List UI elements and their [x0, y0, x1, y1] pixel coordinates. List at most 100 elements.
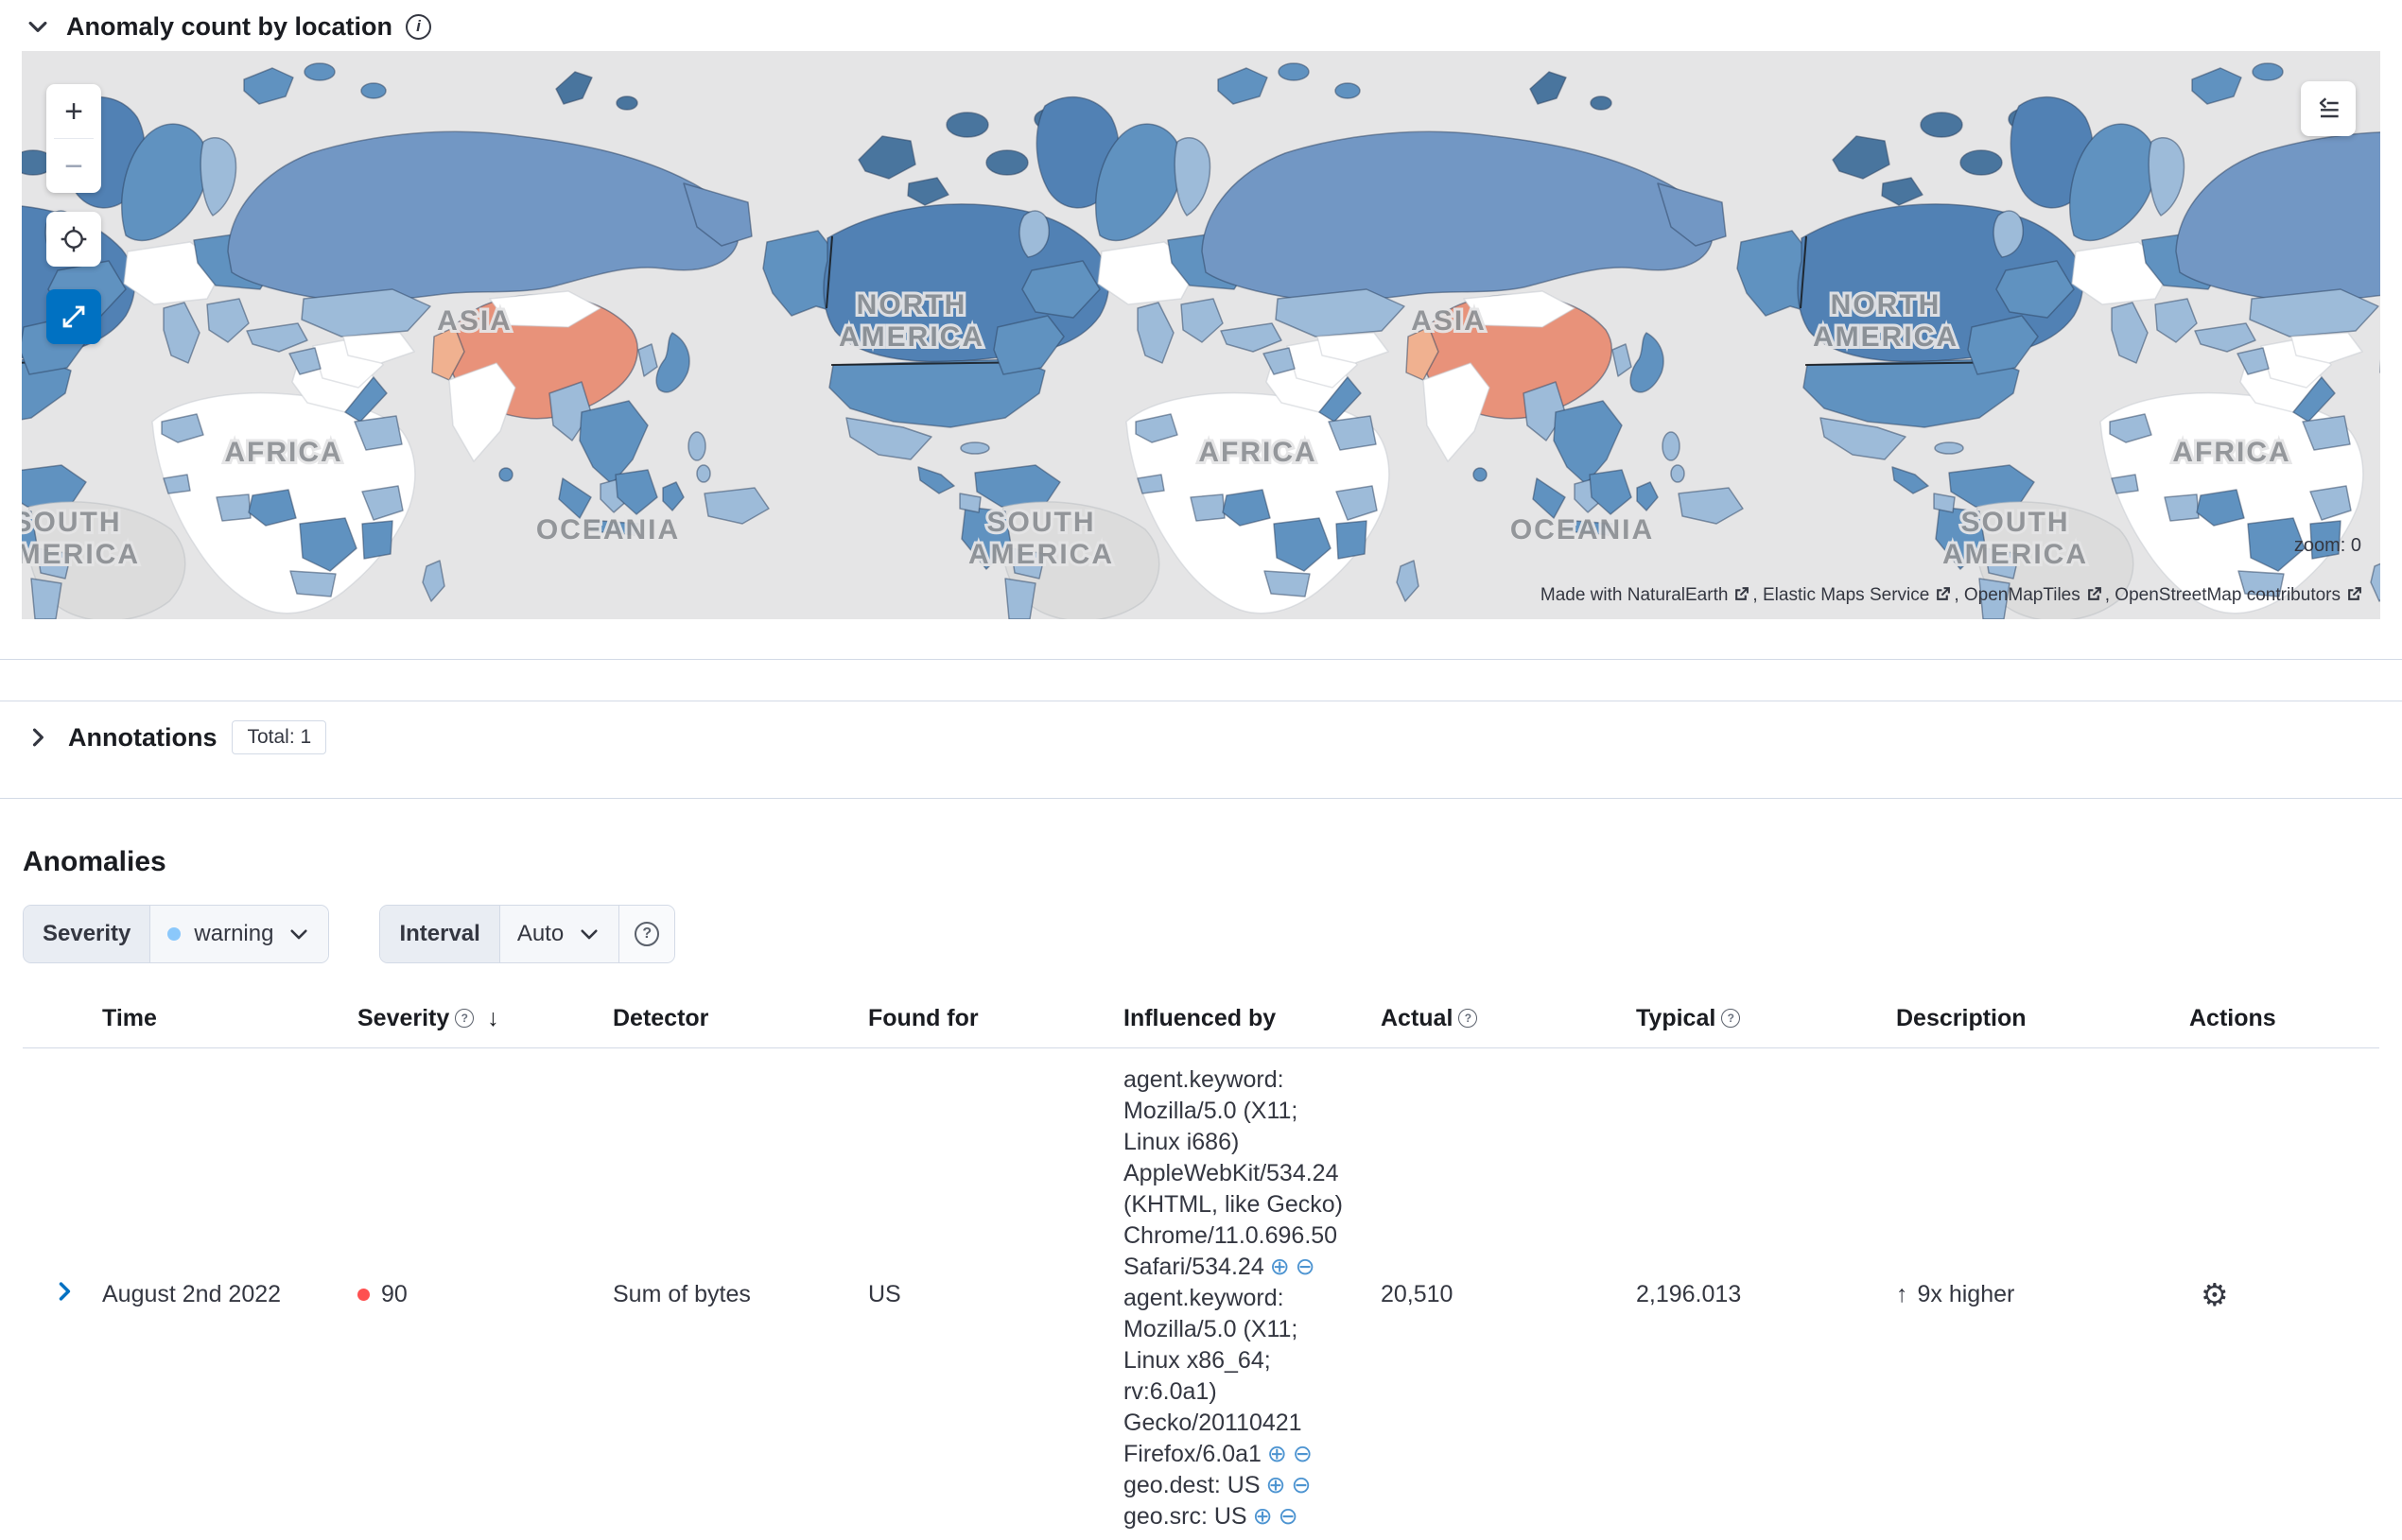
description-text: 9x higher — [1917, 1280, 2015, 1307]
severity-filter-label: Severity — [24, 906, 151, 962]
cell-found-for: US — [868, 1280, 901, 1307]
expand-icon — [62, 305, 85, 328]
annotations-section-header: Annotations Total: 1 — [0, 701, 2402, 771]
external-link-icon — [2348, 587, 2361, 600]
influencer-item: agent.keyword: Mozilla/5.0 (X11; Linux x… — [1123, 1283, 1350, 1470]
question-icon[interactable]: ? — [635, 922, 660, 946]
divider — [0, 659, 2402, 660]
minus-icon: − — [64, 147, 83, 184]
attribution-link[interactable]: , OpenStreetMap contributors — [2105, 585, 2365, 605]
filter-in-icon[interactable]: ⊕ — [1252, 1503, 1273, 1530]
expand-annotations-button[interactable] — [23, 722, 53, 753]
cell-description: ↑ 9x higher — [1881, 1273, 2174, 1316]
cell-actual: 20,510 — [1381, 1280, 1453, 1307]
attribution-link[interactable]: Made with NaturalEarth — [1540, 585, 1753, 605]
chevron-down-icon — [581, 929, 598, 940]
map-zoom-controls: + − — [46, 84, 101, 193]
plus-icon: + — [64, 93, 83, 130]
severity-score: 90 — [381, 1280, 408, 1307]
row-actions-gear-button[interactable]: ⚙ — [2189, 1276, 2229, 1313]
divider — [0, 798, 2402, 799]
world-map[interactable]: ASIA NORTH AMERICA AFRICA SOUTH AMERICA … — [22, 51, 2380, 619]
interval-select[interactable]: Auto — [499, 906, 619, 962]
influencer-item: agent.keyword: Mozilla/5.0 (X11; Linux i… — [1123, 1064, 1350, 1283]
crosshair-icon — [61, 226, 87, 252]
legend-toggle-button[interactable] — [2301, 81, 2356, 136]
interval-filter-group: Interval Auto ? — [379, 905, 676, 963]
external-link-icon — [1937, 587, 1951, 600]
up-arrow-icon: ↑ — [1896, 1280, 1908, 1307]
filter-in-icon[interactable]: ⊕ — [1266, 1441, 1287, 1467]
header-found-for[interactable]: Found for — [868, 1005, 979, 1031]
external-link-icon — [2087, 587, 2101, 600]
cell-influenced-by: agent.keyword: Mozilla/5.0 (X11; Linux i… — [1108, 1048, 1366, 1540]
influencer-item: geo.dest: US ⊕ ⊖ — [1123, 1470, 1350, 1501]
map-section-title: Anomaly count by location — [66, 11, 393, 41]
filter-in-icon[interactable]: ⊕ — [1265, 1472, 1286, 1498]
filter-out-icon[interactable]: ⊖ — [1291, 1472, 1312, 1498]
attribution-link[interactable]: , Elastic Maps Service — [1752, 585, 1954, 605]
sort-desc-icon: ↓ — [487, 1005, 499, 1031]
filter-out-icon[interactable]: ⊖ — [1278, 1503, 1298, 1530]
zoom-level: zoom: 0 — [2293, 535, 2361, 556]
zoom-in-button[interactable]: + — [46, 84, 101, 138]
header-description: Description — [1896, 1005, 2027, 1031]
cell-time: August 2nd 2022 — [102, 1280, 282, 1307]
anomalies-filters: Severity warning Interval Auto ? — [23, 905, 2379, 963]
question-icon: ? — [1458, 1009, 1478, 1028]
header-detector[interactable]: Detector — [613, 1005, 709, 1031]
table-header-row: Time Severity? ↓ Detector Found for Influ… — [23, 995, 2379, 1048]
expand-row-button[interactable] — [38, 1278, 78, 1307]
influencer-item: geo.src: US ⊕ ⊖ — [1123, 1501, 1350, 1532]
header-actions: Actions — [2189, 1005, 2276, 1031]
critical-severity-dot — [357, 1288, 370, 1301]
fit-to-data-button[interactable] — [46, 212, 101, 267]
influencer-value: geo.src: US — [1123, 1503, 1247, 1530]
chevron-down-icon — [290, 929, 308, 940]
severity-filter-group: Severity warning — [23, 905, 330, 963]
header-severity[interactable]: Severity? ↓ — [357, 1005, 499, 1031]
info-icon[interactable]: i — [406, 13, 432, 40]
warning-severity-dot — [167, 927, 182, 941]
filter-out-icon[interactable]: ⊖ — [1292, 1441, 1313, 1467]
map-attribution: Made with NaturalEarth, Elastic Maps Ser… — [1540, 585, 2365, 606]
question-icon: ? — [455, 1009, 475, 1028]
attribution-link[interactable]: , OpenMapTiles — [1954, 585, 2104, 605]
anomalies-section: Anomalies Severity warning Interval Auto… — [0, 846, 2402, 1540]
zoom-out-button[interactable]: − — [46, 139, 101, 193]
header-expander — [23, 995, 87, 1047]
filter-out-icon[interactable]: ⊖ — [1295, 1254, 1315, 1280]
severity-select[interactable]: warning — [150, 906, 329, 962]
interval-filter-label: Interval — [380, 906, 500, 962]
interval-selected-value: Auto — [516, 921, 565, 946]
header-influenced-by[interactable]: Influenced by — [1123, 1005, 1277, 1031]
influencer-value: agent.keyword: Mozilla/5.0 (X11; Linux x… — [1123, 1285, 1302, 1467]
chevron-down-icon — [28, 21, 47, 32]
header-typical[interactable]: Typical? — [1621, 995, 1881, 1047]
cell-severity: 90 — [342, 1273, 598, 1316]
collapse-map-button[interactable] — [23, 11, 53, 42]
cell-typical: 2,196.013 — [1636, 1280, 1742, 1307]
chevron-right-icon — [32, 728, 44, 747]
map-section-header: Anomaly count by location i — [0, 0, 2402, 51]
anomaly-map[interactable]: ASIA NORTH AMERICA AFRICA SOUTH AMERICA … — [22, 51, 2380, 619]
legend-collapse-icon — [2319, 97, 2339, 118]
header-time[interactable]: Time — [102, 1005, 157, 1031]
divider — [54, 138, 94, 139]
anomalies-table: Time Severity? ↓ Detector Found for Influ… — [23, 995, 2379, 1540]
header-actual[interactable]: Actual? — [1366, 995, 1621, 1047]
chevron-right-icon — [59, 1281, 71, 1301]
annotations-title: Annotations — [68, 722, 218, 752]
cell-detector: Sum of bytes — [613, 1280, 751, 1307]
fullscreen-button[interactable] — [46, 289, 101, 344]
anomalies-title: Anomalies — [23, 846, 166, 877]
filter-in-icon[interactable]: ⊕ — [1269, 1254, 1290, 1280]
annotations-total-badge: Total: 1 — [232, 720, 327, 754]
question-icon: ? — [1721, 1009, 1741, 1028]
influencer-value: agent.keyword: Mozilla/5.0 (X11; Linux i… — [1123, 1066, 1343, 1280]
interval-help: ? — [618, 906, 675, 962]
severity-selected-value: warning — [194, 921, 274, 946]
table-row: August 2nd 2022 90 Sum of bytes US agent… — [23, 1048, 2379, 1540]
influencer-value: geo.dest: US — [1123, 1472, 1261, 1498]
external-link-icon — [1735, 587, 1749, 600]
